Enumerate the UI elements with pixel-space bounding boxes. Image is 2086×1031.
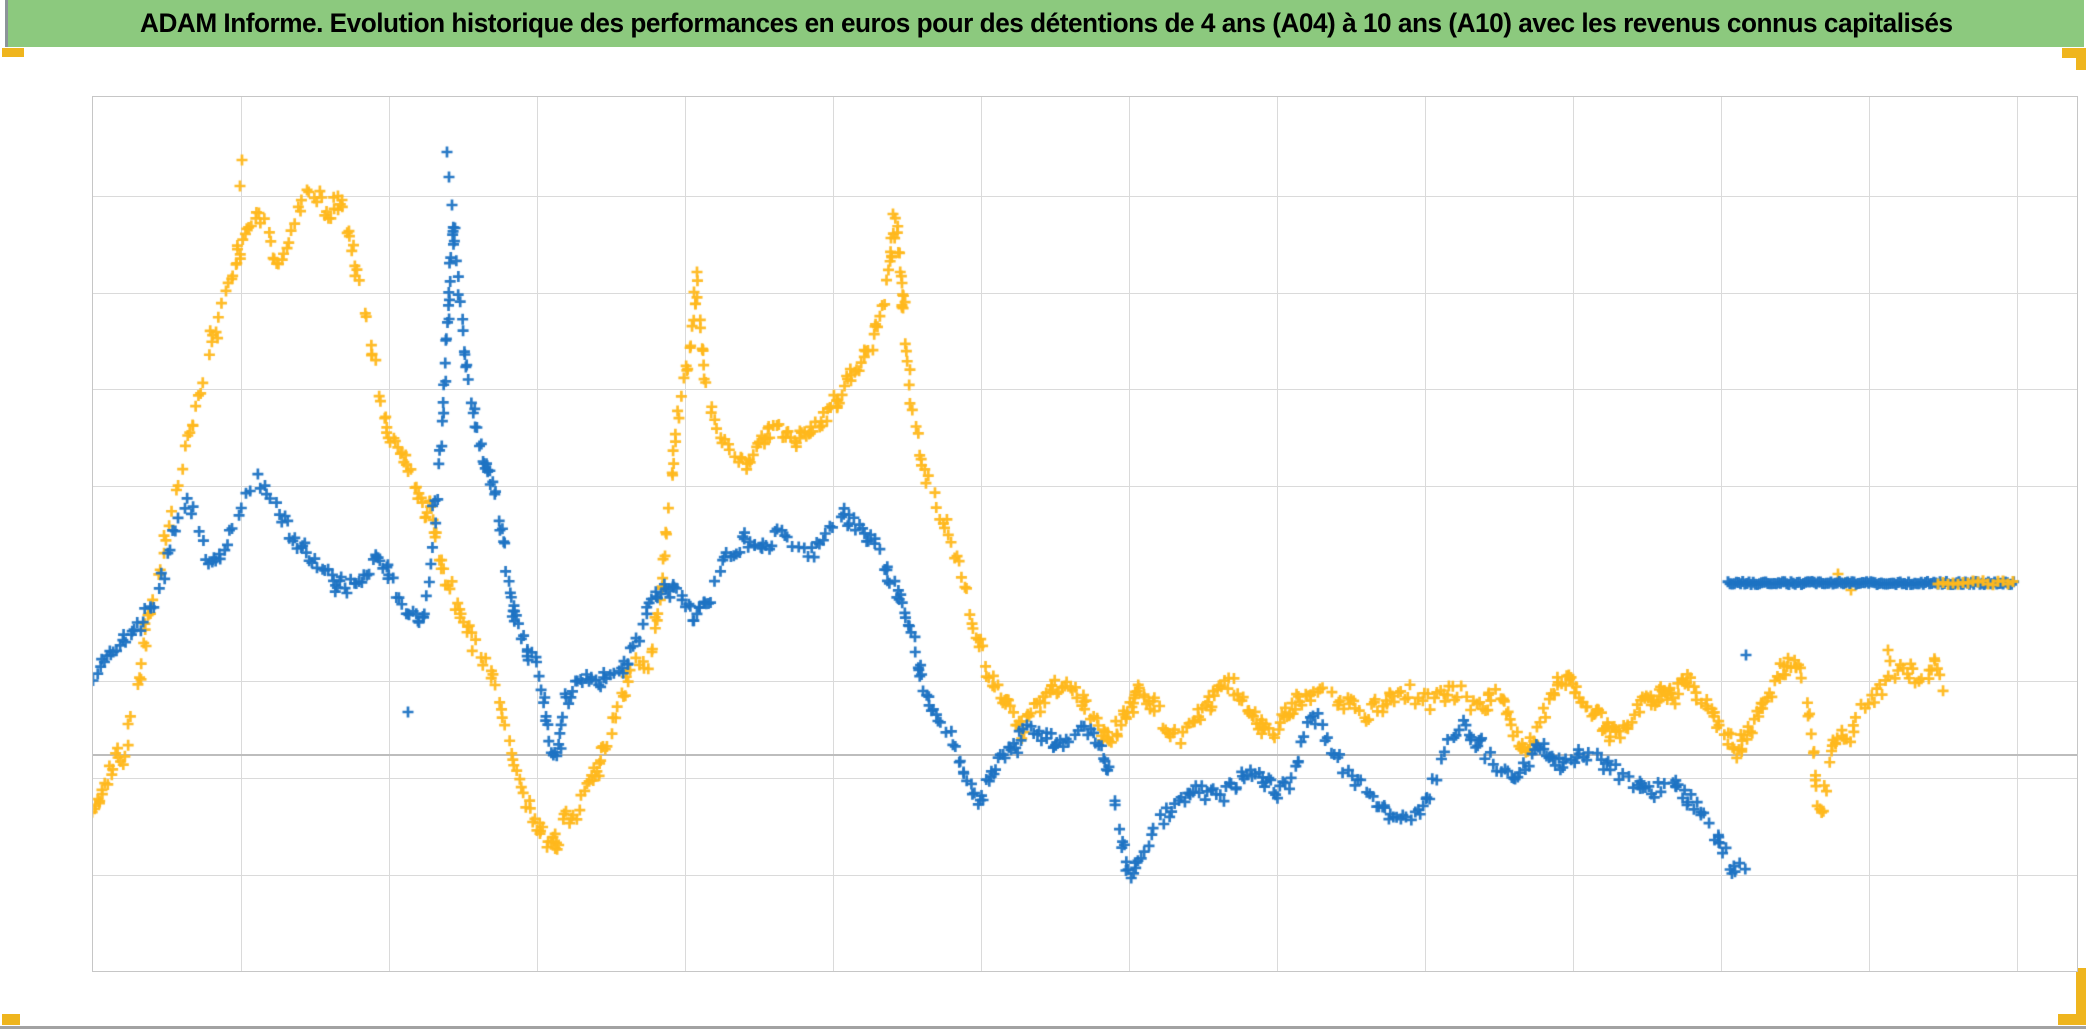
gridline-vertical — [537, 97, 538, 971]
gridline-vertical — [1425, 97, 1426, 971]
axis-line-horizontal — [93, 754, 2077, 756]
gridline-horizontal — [93, 486, 2077, 487]
plot-area — [92, 96, 2078, 972]
gridline-vertical — [833, 97, 834, 971]
gridline-vertical — [1129, 97, 1130, 971]
gridline-horizontal — [93, 778, 2077, 779]
gridline-vertical — [241, 97, 242, 971]
bottom-divider-line — [0, 1026, 2086, 1029]
gridline-vertical — [1721, 97, 1722, 971]
gridline-horizontal — [93, 196, 2077, 197]
gridline-vertical — [685, 97, 686, 971]
gridline-horizontal — [93, 875, 2077, 876]
gridline-vertical — [1869, 97, 1870, 971]
gridline-vertical — [1573, 97, 1574, 971]
gridline-vertical — [1277, 97, 1278, 971]
gridline-horizontal — [93, 293, 2077, 294]
gridline-vertical — [389, 97, 390, 971]
gridline-vertical — [2017, 97, 2018, 971]
gridline-vertical — [981, 97, 982, 971]
gridline-horizontal — [93, 681, 2077, 682]
gridline-horizontal — [93, 389, 2077, 390]
